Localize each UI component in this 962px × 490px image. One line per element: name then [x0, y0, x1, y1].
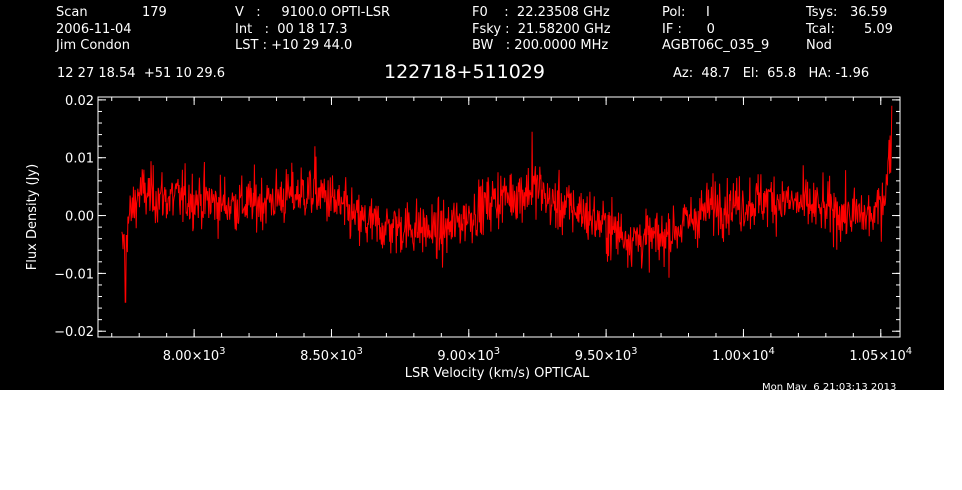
pointing-info: Az: 48.7 El: 65.8 HA: -1.96: [673, 66, 870, 81]
x-tick-mantissa: 9.50×10: [575, 349, 631, 364]
plot-frame: [97, 96, 901, 338]
x-tick-mantissa: 8.00×10: [163, 349, 219, 364]
observing-mode: Nod: [806, 38, 832, 53]
y-tick-label: −0.01: [54, 267, 94, 282]
tsys-label: Tsys:: [806, 5, 838, 20]
plot-panel: Scan 179 2006-11-04 Jim Condon V : 9100.…: [0, 0, 944, 390]
x-tick-mantissa: 9.00×10: [437, 349, 493, 364]
x-tick-mantissa: 1.05×10: [849, 349, 905, 364]
source-coordinates: 12 27 18.54 +51 10 29.6: [57, 66, 226, 81]
x-tick-label: 1.00×104: [712, 346, 775, 364]
scan-label: Scan: [56, 5, 88, 20]
y-tick-label: 0.00: [65, 210, 94, 225]
integration-time: Int : 00 18 17.3: [235, 22, 348, 37]
x-tick-exponent: 3: [356, 346, 362, 357]
tcal-label: Tcal:: [806, 22, 835, 37]
bandwidth: BW : 200.0000 MHz: [472, 38, 609, 53]
x-tick-mantissa: 8.50×10: [300, 349, 356, 364]
spectrum-trace: [121, 105, 893, 303]
spectrum-chart: 0.020.010.00−0.01−0.028.00×103 8.50×103 9.…: [25, 94, 912, 381]
x-tick-exponent: 4: [906, 346, 912, 357]
y-tick-label: −0.02: [54, 325, 94, 340]
observer-name: Jim Condon: [56, 38, 130, 53]
x-tick-exponent: 3: [631, 346, 637, 357]
y-tick-label: 0.01: [65, 152, 94, 167]
scan-number: 179: [142, 5, 167, 20]
source-name: 122718+511029: [384, 61, 545, 83]
y-tick-label: 0.02: [65, 94, 94, 109]
x-tick-exponent: 4: [768, 346, 774, 357]
if-number: IF : 0: [662, 22, 715, 37]
tcal-value: 5.09: [864, 22, 893, 37]
x-tick-label: 9.00×103: [437, 346, 500, 364]
lst-info: LST : +10 29 44.0: [235, 38, 353, 53]
x-axis-label: LSR Velocity (km/s) OPTICAL: [405, 366, 590, 381]
plot-timestamp: Mon May 6 21:03:13 2013: [762, 382, 897, 393]
y-axis-label: Flux Density (Jy): [25, 164, 40, 270]
x-tick-mantissa: 1.00×10: [712, 349, 768, 364]
x-tick-exponent: 3: [494, 346, 500, 357]
x-tick-label: 8.00×103: [163, 346, 226, 364]
polarization: Pol: I: [662, 5, 710, 20]
rest-frequency: F0 : 22.23508 GHz: [472, 5, 610, 20]
sky-frequency: Fsky : 21.58200 GHz: [472, 22, 611, 37]
x-tick-label: 8.50×103: [300, 346, 363, 364]
tsys-value: 36.59: [850, 5, 888, 20]
observation-date: 2006-11-04: [56, 22, 132, 37]
x-tick-label: 9.50×103: [575, 346, 638, 364]
x-tick-exponent: 3: [219, 346, 225, 357]
project-id: AGBT06C_035_9: [662, 38, 770, 53]
velocity-info: V : 9100.0 OPTI-LSR: [235, 5, 391, 20]
x-tick-label: 1.05×104: [849, 346, 912, 364]
